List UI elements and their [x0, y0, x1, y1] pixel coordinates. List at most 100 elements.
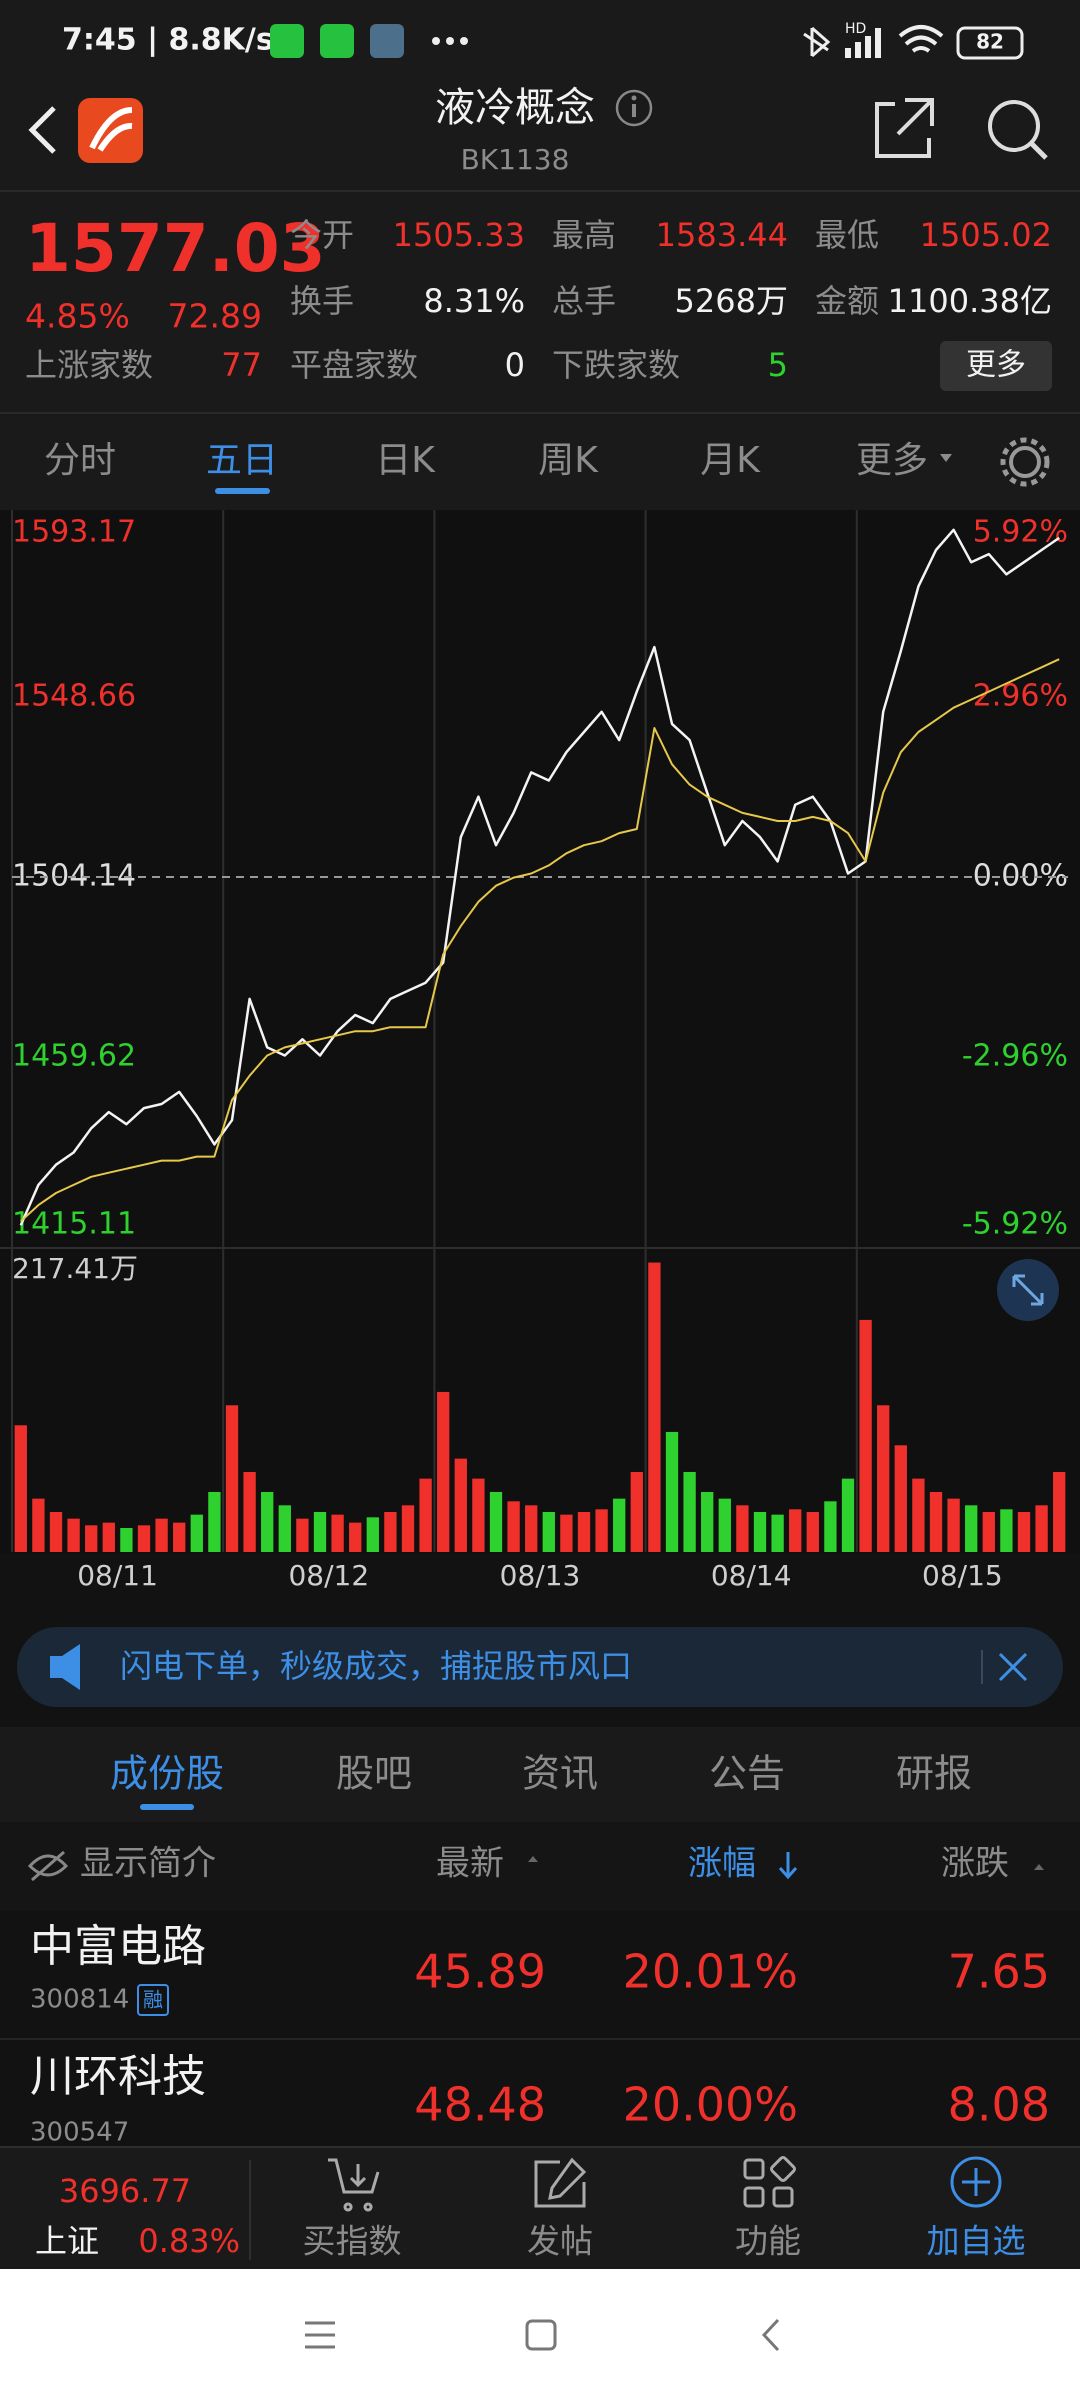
- volume-bar: [806, 1511, 819, 1552]
- y2-tick-label: -2.96%: [962, 1039, 1068, 1074]
- add-icon-plus: [962, 2168, 990, 2196]
- volume-bar: [753, 1511, 767, 1552]
- sort-arrow: [1034, 1864, 1044, 1870]
- search-button[interactable]: [988, 100, 1040, 152]
- settings-button[interactable]: [1009, 446, 1041, 478]
- dot: [460, 37, 468, 45]
- y2-tick-label: 5.92%: [973, 515, 1068, 550]
- post-icon: [534, 2157, 587, 2208]
- nav-item[interactable]: 买指数: [303, 2222, 402, 2261]
- header-code: BK1138: [461, 143, 570, 176]
- volume-bar: [437, 1391, 450, 1552]
- more-button[interactable]: [940, 341, 1052, 391]
- info-icon-dot: [631, 95, 637, 101]
- period-tab[interactable]: 周K: [538, 440, 599, 481]
- list-tab-active[interactable]: 成份股: [110, 1752, 224, 1796]
- change: 72.89: [168, 297, 262, 336]
- status-time: 7:45 | 8.8K/s: [62, 23, 274, 58]
- table-header-active[interactable]: 涨幅: [688, 1844, 756, 1884]
- list-tab[interactable]: 研报: [896, 1752, 972, 1796]
- table-row[interactable]: 川环科技 300547 48.48 20.00% 8.08: [30, 2051, 1050, 2148]
- breadth-value: 0: [505, 346, 525, 384]
- volume-bar: [877, 1405, 890, 1552]
- app-logo: [78, 98, 143, 163]
- table-header[interactable]: 涨跌: [941, 1844, 1009, 1884]
- volume-bar: [683, 1471, 696, 1552]
- volume-bar: [771, 1514, 784, 1552]
- list-tab[interactable]: 股吧: [336, 1752, 412, 1796]
- table-header[interactable]: 显示简介: [80, 1844, 216, 1884]
- menu-button[interactable]: [305, 2321, 335, 2349]
- breadth-label: 上涨家数: [25, 346, 153, 384]
- volume-bar: [331, 1514, 344, 1552]
- stat-label: 最低: [815, 216, 879, 254]
- price-line: [19, 528, 1060, 1226]
- stat-label: 金额: [815, 282, 879, 320]
- volume-bar: [225, 1405, 239, 1552]
- wechat-icon: [270, 24, 304, 58]
- volume-bar: [630, 1471, 643, 1552]
- table-row[interactable]: 中富电路 300814 融 45.89 20.01% 7.65: [30, 1921, 1050, 2016]
- stat-label: 总手: [552, 282, 616, 320]
- stock-name: 川环科技: [30, 2051, 206, 2102]
- period-tab[interactable]: 日K: [375, 440, 436, 481]
- y-tick-label: 1593.17: [12, 515, 136, 550]
- signal-icon: [845, 28, 881, 58]
- y-tick-label: 1459.62: [12, 1039, 136, 1074]
- sort-arrow: [528, 1856, 538, 1862]
- volume-bar: [366, 1517, 379, 1552]
- add-icon: [950, 2156, 1002, 2208]
- back-button[interactable]: [28, 106, 56, 154]
- period-tab[interactable]: 月K: [700, 440, 761, 481]
- volume-bar: [1000, 1509, 1013, 1552]
- stat-value: 1583.44: [656, 216, 788, 254]
- volume-bar: [208, 1491, 221, 1552]
- search-handle: [1029, 141, 1048, 160]
- index-ticker[interactable]: 3696.77 上证 0.83%: [35, 2172, 240, 2260]
- period-tab[interactable]: 更多: [856, 440, 928, 481]
- volume-bar: [613, 1498, 626, 1552]
- more-button-label: 更多: [966, 348, 1026, 383]
- banner-close[interactable]: [998, 1652, 1028, 1682]
- volume-bar: [736, 1505, 749, 1552]
- volume-bar: [965, 1505, 978, 1552]
- share-button[interactable]: [875, 98, 934, 158]
- stock-change: 7.65: [948, 1945, 1050, 1999]
- x-tick-label: 08/15: [922, 1559, 1003, 1592]
- bottom-nav: [0, 2147, 1080, 2269]
- volume-bar: [718, 1498, 731, 1552]
- stock-code: 300547: [30, 2118, 129, 2148]
- nav-item-add[interactable]: 加自选: [927, 2222, 1026, 2261]
- stat-value: 8.31%: [423, 282, 525, 320]
- nav-item[interactable]: 功能: [735, 2222, 801, 2261]
- x-tick-label: 08/12: [288, 1559, 369, 1592]
- nav-item[interactable]: 发帖: [527, 2222, 593, 2261]
- volume-tick-label: 217.41万: [12, 1252, 138, 1285]
- buy-icon: [328, 2158, 380, 2212]
- breadth-value: 77: [221, 346, 262, 384]
- back-nav-button[interactable]: [761, 2318, 780, 2352]
- wifi-icon: [898, 25, 944, 53]
- banner[interactable]: [17, 1627, 1063, 1707]
- volume-bar: [102, 1522, 115, 1552]
- x-tick-label: 08/13: [500, 1559, 581, 1592]
- active-tab-indicator: [140, 1804, 194, 1810]
- volume-bar: [261, 1491, 274, 1552]
- volume-bar: [947, 1498, 960, 1552]
- top-background: [0, 0, 1080, 510]
- stat-label: 今开: [290, 216, 354, 254]
- home-button[interactable]: [525, 2319, 557, 2351]
- volume-bar: [489, 1491, 503, 1552]
- info-icon[interactable]: [615, 89, 653, 127]
- list-tab[interactable]: 公告: [709, 1752, 785, 1796]
- volume-bar: [929, 1491, 943, 1552]
- volume-bar: [67, 1518, 80, 1552]
- list-tab[interactable]: 资讯: [522, 1752, 598, 1796]
- bluetooth-icon: [803, 26, 831, 58]
- stock-tag: 融: [143, 1988, 163, 2012]
- period-tab[interactable]: 分时: [44, 440, 116, 481]
- volume-bar: [32, 1498, 45, 1552]
- table-header[interactable]: 最新: [436, 1844, 504, 1884]
- period-tab-active[interactable]: 五日: [206, 440, 278, 481]
- eye-icon[interactable]: [27, 1850, 69, 1882]
